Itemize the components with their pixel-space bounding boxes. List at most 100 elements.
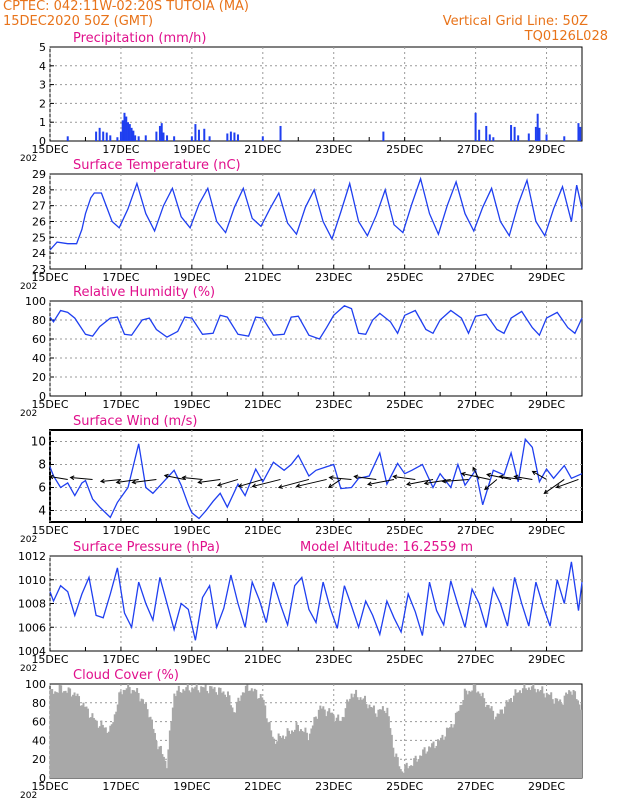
y-tick-label: 40 [32,352,46,365]
cloud-bar [73,692,76,778]
wind-arrow [295,478,327,489]
cloud-bar [165,768,168,778]
wind-arrow [277,478,310,489]
cloud-bar [434,748,437,778]
cloud-bar [420,755,423,778]
cloud-bar [393,756,396,778]
precip-bar [485,125,488,141]
cloud-bar [313,717,316,778]
precip-bar [536,113,539,141]
cloud-bar [127,684,130,778]
cloud-bar [270,730,273,778]
cloud-bar [349,698,352,778]
cloud-bar [468,690,471,778]
precip-bar [492,137,495,141]
x-tick-label: 19DEC [173,653,210,666]
cloud-bar [159,745,162,778]
cloud-bar [229,705,232,778]
cloud-bar [209,686,212,778]
cloud-bar [158,746,161,778]
cloud-bar [381,706,384,778]
cloud-bar [429,747,432,778]
cloud-bar [559,699,562,778]
x-tick-label: 15DEC [31,143,68,156]
cloud-bar [161,754,164,778]
panel-6 [49,683,583,779]
cloud-bar [447,728,450,778]
y-tick-label: 1006 [18,621,46,634]
y-tick-label: 40 [32,734,46,747]
cloud-bar [249,690,252,778]
cloud-bar [94,719,97,778]
x-tick-label: 15DEC [31,271,68,284]
cloud-bar [505,700,508,778]
cloud-bar [554,698,557,778]
y-tick-label: 2 [39,97,46,110]
precip-bar [66,136,69,141]
header-grid-line: Vertical Grid Line: 50Z [442,14,588,29]
y-tick-label: 24 [32,247,46,260]
cloud-bar [527,687,530,778]
cloud-bar [483,698,486,778]
x-tick-label: 27DEC [457,271,494,284]
cloud-bar [215,692,218,778]
wind-arrow [531,470,547,480]
cloud-bar [232,712,235,778]
cloud-bar [153,733,156,778]
precip-bar [125,116,128,141]
y-tick-label: 80 [32,697,46,710]
cloud-bar [432,741,435,778]
wind-arrow [237,478,263,488]
cloud-bar [448,727,451,778]
cloud-bar [529,690,532,778]
series-line [49,176,583,251]
x-tick-label: 25DEC [386,780,423,793]
cloud-bar [536,689,539,778]
x-tick-label: 23DEC [315,653,352,666]
cloud-bar [328,708,331,778]
cloud-bar [89,717,92,778]
cloud-bar [307,740,310,778]
cloud-bar [155,740,158,778]
cloud-bar [475,692,478,778]
cloud-bar [308,733,311,778]
cloud-bar [533,688,536,778]
precip-bar [382,131,385,141]
cloud-bar [203,687,206,778]
x-tick-label: 19DEC [173,780,210,793]
cloud-bar [259,694,262,778]
x-year-label: 202 [20,154,37,164]
cloud-bar [253,688,256,778]
cloud-bar [79,705,82,778]
cloud-bar [69,688,72,778]
cloud-bar [268,721,271,778]
x-tick-label: 21DEC [244,524,281,537]
cloud-bar [335,717,338,778]
wind-arrow [131,478,157,485]
precip-bar [226,133,229,141]
cloud-bar [226,691,229,778]
cloud-bar [556,698,559,778]
cloud-bar [180,692,183,778]
cloud-bar [78,696,81,778]
precip-bar [197,129,200,141]
y-tick-label: 4 [38,504,46,518]
cloud-bar [264,705,267,778]
cloud-bar [75,695,78,778]
cloud-bar [457,710,460,778]
cloud-bar [182,689,185,778]
cloud-bar [262,699,265,778]
cloud-bar [235,701,238,778]
cloud-bar [322,706,325,778]
precip-bar [109,135,112,141]
panel-title: Surface Temperature (nC) [73,158,241,173]
cloud-bar [70,696,73,778]
cloud-bar [410,765,413,778]
y-tick-label: 28 [32,184,46,197]
cloud-bar [110,724,113,778]
x-tick-label: 23DEC [315,780,352,793]
wind-arrow [115,478,139,485]
cloud-bar [265,718,268,778]
cloud-bar [258,698,261,778]
cloud-bar [261,697,264,778]
